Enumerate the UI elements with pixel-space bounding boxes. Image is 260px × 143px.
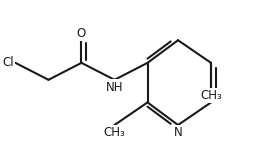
Text: N: N [174,126,182,139]
Text: CH₃: CH₃ [104,126,125,139]
Text: O: O [77,27,86,40]
Text: NH: NH [106,81,123,94]
Text: Cl: Cl [3,56,14,69]
Text: CH₃: CH₃ [200,89,222,102]
